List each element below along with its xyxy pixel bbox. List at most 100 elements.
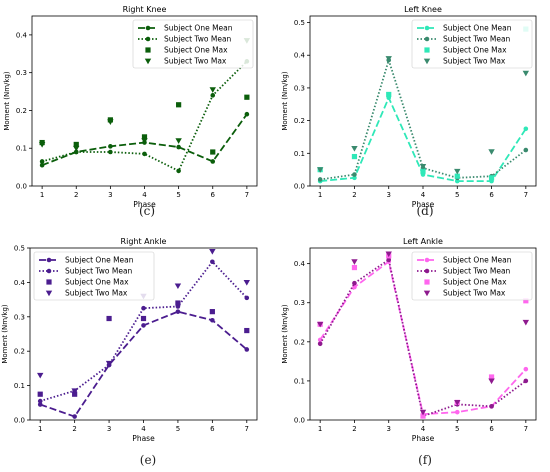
- legend-label: Subject Two Max: [443, 289, 506, 298]
- legend-marker: [46, 257, 52, 263]
- data-point: [352, 280, 357, 286]
- data-point: [176, 144, 181, 150]
- chart-title: Right Ankle: [121, 237, 167, 246]
- x-tick-label: 1: [38, 425, 42, 433]
- x-tick-label: 5: [176, 425, 180, 433]
- data-point: [385, 56, 392, 62]
- x-tick-label: 3: [386, 425, 390, 433]
- data-point: [210, 317, 215, 323]
- y-tick-label: 0.3: [294, 84, 305, 92]
- data-point: [317, 341, 323, 347]
- series-3: [37, 300, 250, 397]
- data-point: [316, 167, 324, 173]
- data-point: [317, 337, 323, 343]
- series-line: [320, 57, 527, 181]
- legend-marker: [45, 290, 53, 297]
- chart-panel-3: Right Ankle 0.0 0.1 0.2 0.3 0.4 0.5 1 2 3 4 5 6 7 Phas…: [1, 237, 258, 443]
- legend-label: Subject One Max: [164, 46, 228, 55]
- x-tick-label: 4: [142, 191, 147, 199]
- y-tick-label: 0.5: [14, 245, 25, 253]
- legend-marker: [424, 47, 430, 53]
- legend-marker: [145, 47, 151, 53]
- x-tick-label: 1: [318, 425, 322, 433]
- x-tick-label: 5: [455, 425, 459, 433]
- x-tick-label: 4: [421, 191, 426, 199]
- legend-label: Subject Two Max: [65, 289, 128, 298]
- y-tick-label: 0.4: [14, 279, 26, 287]
- data-point: [140, 315, 147, 322]
- y-tick-label: 0.3: [14, 313, 25, 321]
- data-point: [209, 309, 215, 315]
- x-tick-label: 3: [108, 191, 112, 199]
- legend-marker: [423, 290, 431, 297]
- x-tick-label: 4: [421, 425, 426, 433]
- data-point: [523, 298, 529, 304]
- data-point: [351, 259, 358, 265]
- data-point: [420, 413, 426, 419]
- data-point: [454, 409, 460, 415]
- data-point: [141, 138, 148, 144]
- data-point: [37, 391, 43, 397]
- x-tick-label: 3: [386, 191, 390, 199]
- data-point: [420, 168, 426, 174]
- data-point: [107, 119, 114, 125]
- x-tick-label: 2: [352, 191, 356, 199]
- data-point: [243, 280, 250, 286]
- data-point: [105, 360, 113, 367]
- data-point: [176, 102, 182, 108]
- legend-label: Subject Two Mean: [443, 267, 511, 276]
- data-point: [419, 409, 427, 416]
- x-tick-label: 7: [245, 191, 249, 199]
- data-point: [489, 404, 494, 409]
- y-tick-label: 0.5: [294, 19, 305, 27]
- x-tick-label: 6: [489, 191, 494, 199]
- data-point: [454, 178, 460, 184]
- data-point: [523, 366, 529, 372]
- y-tick-label: 0.3: [294, 299, 305, 307]
- legend-marker: [46, 279, 52, 285]
- data-point: [210, 93, 216, 98]
- data-point: [244, 327, 250, 334]
- x-tick-label: 2: [352, 425, 356, 433]
- x-tick-label: 5: [455, 191, 459, 199]
- data-point: [454, 400, 461, 406]
- data-point: [72, 391, 78, 397]
- data-point: [454, 173, 460, 179]
- series-1: [37, 309, 250, 419]
- series-4: [316, 56, 530, 175]
- data-point: [210, 259, 215, 265]
- y-tick-label: 0.2: [294, 117, 305, 125]
- legend-marker: [424, 36, 430, 42]
- data-point: [244, 111, 250, 117]
- legend-label: Subject Two Max: [443, 57, 506, 66]
- x-tick-label: 4: [141, 425, 146, 433]
- y-tick-label: 0.3: [16, 69, 27, 77]
- data-point: [37, 372, 44, 379]
- x-axis-label: Phase: [132, 434, 155, 443]
- legend-label: Subject One Max: [65, 278, 129, 287]
- y-tick-label: 0.2: [294, 338, 305, 346]
- y-tick-label: 0.1: [16, 145, 27, 153]
- data-point: [386, 91, 392, 98]
- caption-f: (f): [418, 453, 432, 467]
- legend-marker: [424, 257, 430, 263]
- data-point: [454, 168, 461, 175]
- data-point: [141, 134, 148, 140]
- legend-marker: [145, 25, 151, 31]
- data-point: [73, 141, 79, 148]
- data-point: [209, 249, 216, 255]
- x-axis-label: Phase: [412, 434, 435, 443]
- y-tick-label: 0.2: [14, 348, 25, 356]
- legend-marker: [145, 36, 151, 42]
- data-point: [522, 70, 530, 77]
- chart-panel-4: Left Ankle 0.0 0.1 0.2 0.3 0.4 1 2 3 4 5 6 7 Phase Mom…: [281, 237, 537, 443]
- legend-label: Subject One Mean: [65, 256, 134, 265]
- data-point: [142, 151, 147, 157]
- data-point: [37, 398, 43, 404]
- x-tick-label: 1: [318, 191, 322, 199]
- legend-marker: [423, 58, 431, 65]
- x-tick-label: 1: [40, 191, 44, 199]
- data-point: [351, 146, 358, 152]
- data-point: [73, 145, 80, 152]
